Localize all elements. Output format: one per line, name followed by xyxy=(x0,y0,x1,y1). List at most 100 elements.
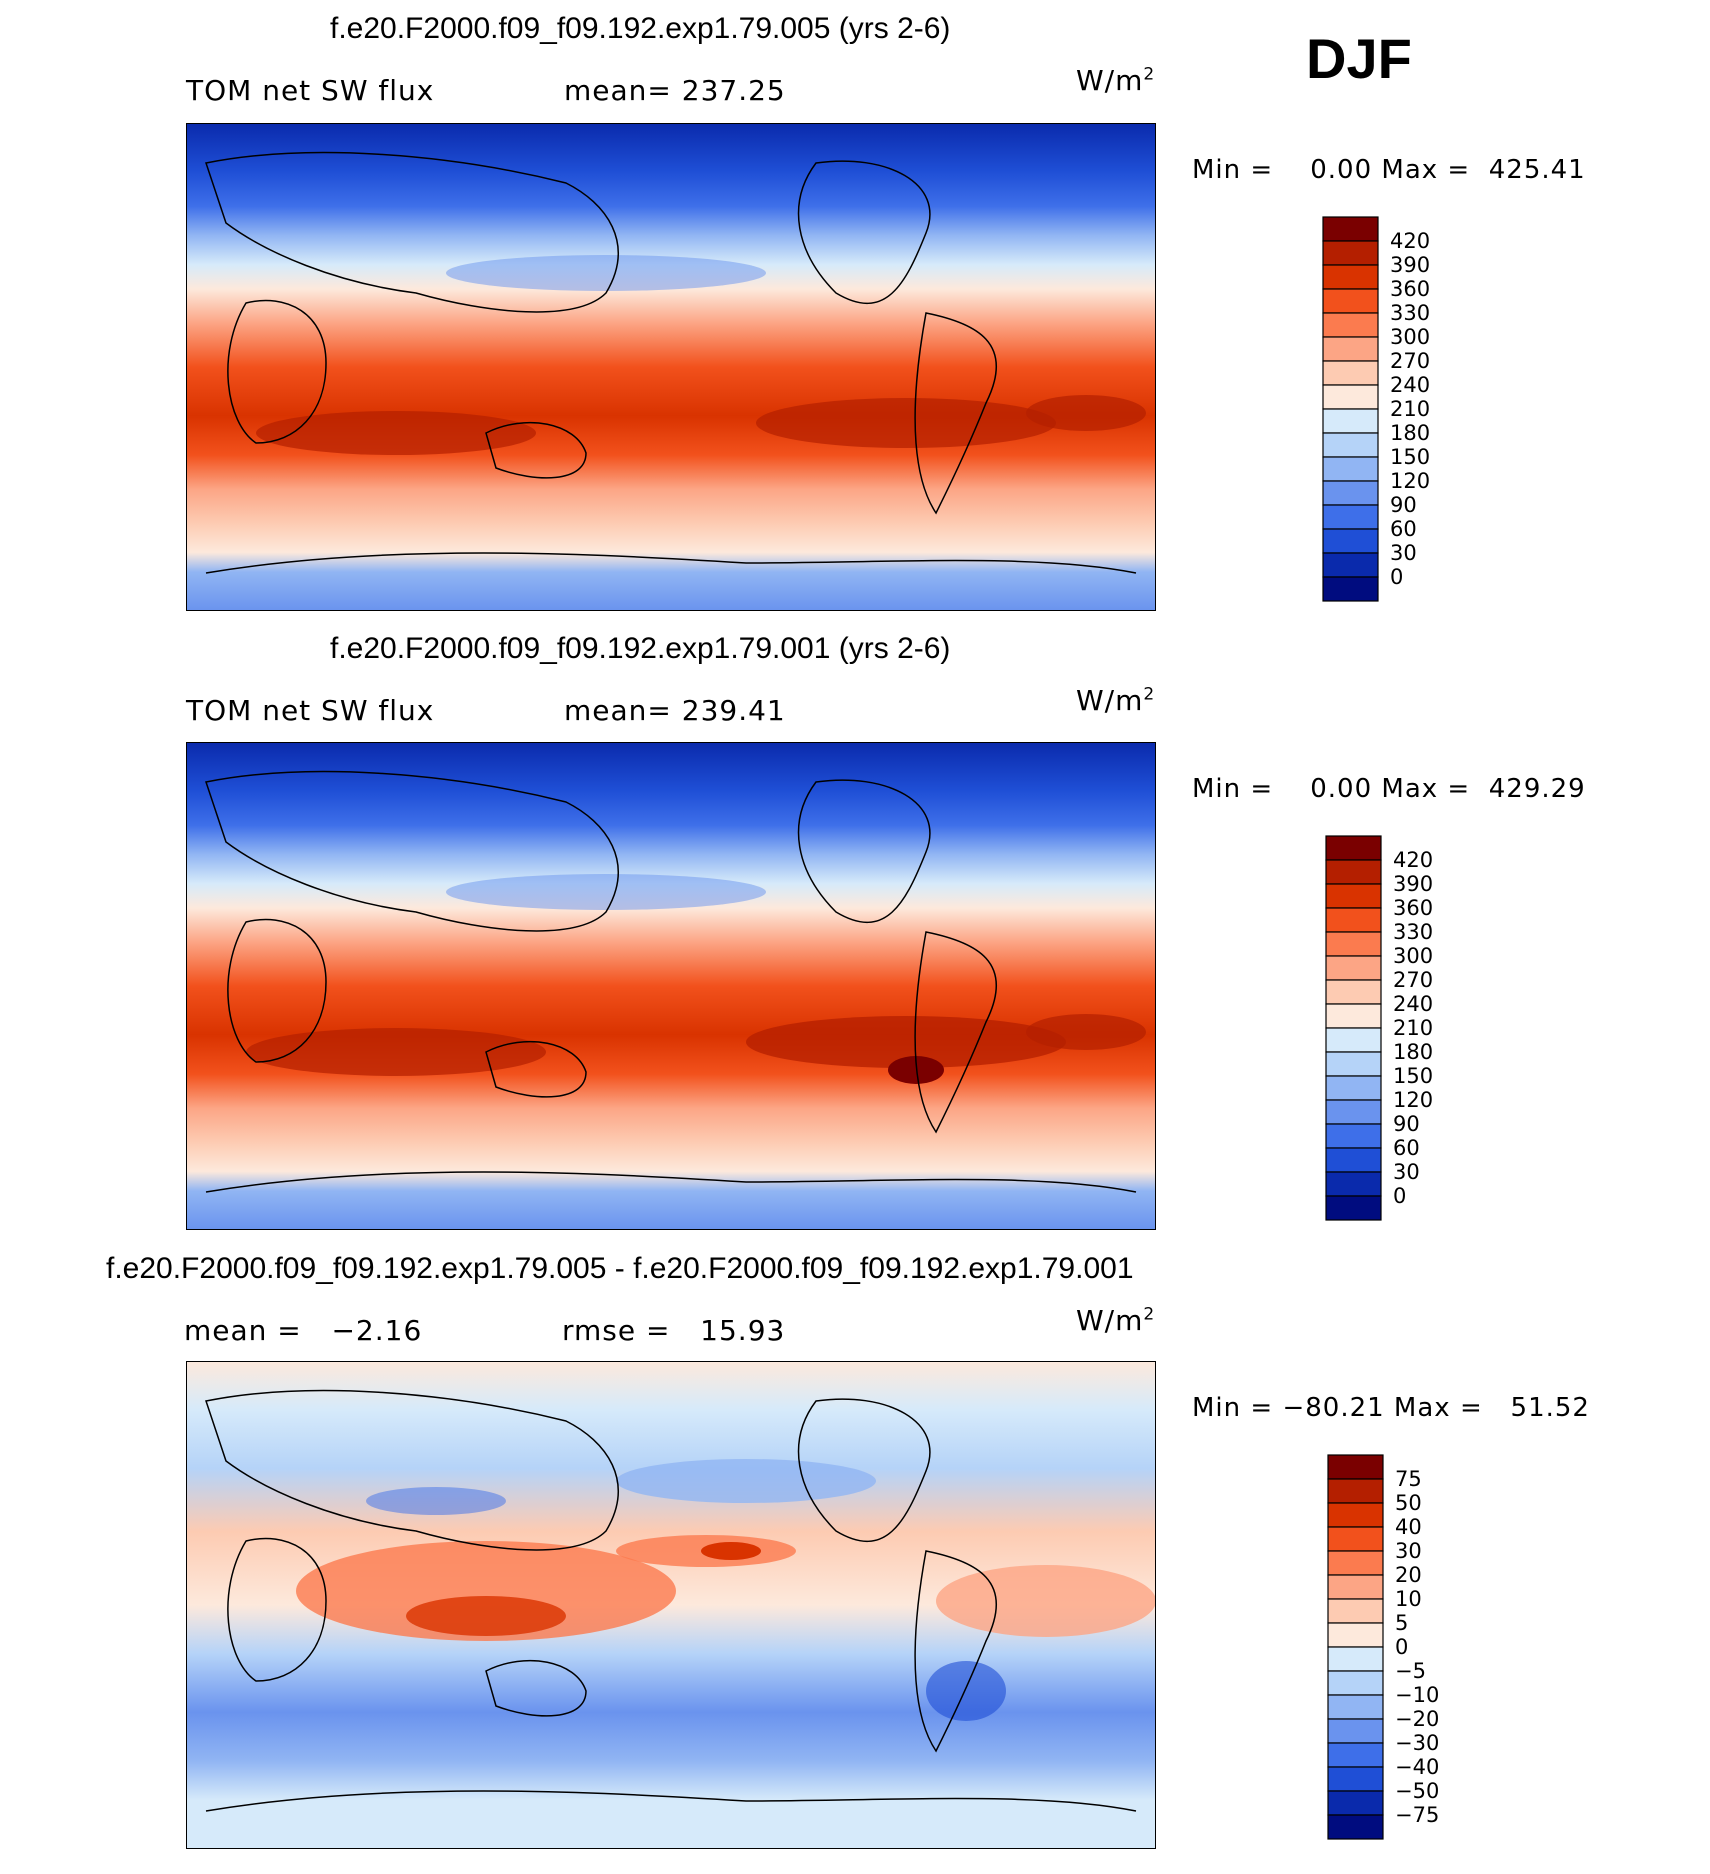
colorbar-1-box-15 xyxy=(1322,576,1379,602)
colorbar-1-box-12 xyxy=(1322,504,1379,530)
colorbar-2-box-15 xyxy=(1325,1195,1382,1221)
colorbar-2-box-5 xyxy=(1325,955,1382,981)
colorbar-2-box-14 xyxy=(1325,1171,1382,1197)
colorbar-2-box-10 xyxy=(1325,1075,1382,1101)
panel-3-units: W/m2 xyxy=(1076,1304,1156,1337)
colorbar-3-tick-label: −10 xyxy=(1395,1683,1439,1707)
colorbar-2-box-7 xyxy=(1325,1003,1382,1029)
colorbar-1-tick-label: 90 xyxy=(1390,493,1417,517)
colorbar-2-box-1 xyxy=(1325,859,1382,885)
season-label: DJF xyxy=(1306,27,1412,90)
colorbar-1-box-2 xyxy=(1322,264,1379,290)
colorbar-3-tick-label: −50 xyxy=(1395,1779,1439,1803)
colorbar-2-tick-label: 330 xyxy=(1393,920,1433,944)
colorbar-3-tick-label: 0 xyxy=(1395,1635,1408,1659)
colorbar-2-tick-label: 90 xyxy=(1393,1112,1420,1136)
colorbar-3-box-11 xyxy=(1327,1718,1384,1744)
colorbar-1-box-7 xyxy=(1322,384,1379,410)
colorbar-1-box-14 xyxy=(1322,552,1379,578)
colorbar-2-tick-label: 30 xyxy=(1393,1160,1420,1184)
colorbar-2-tick-label: 0 xyxy=(1393,1184,1406,1208)
panel-3-minmax: Min = −80.21 Max = 51.52 xyxy=(1192,1393,1590,1423)
colorbar-1-tick-label: 0 xyxy=(1390,565,1403,589)
colorbar-1-box-13 xyxy=(1322,528,1379,554)
colorbar-1-tick-label: 180 xyxy=(1390,421,1430,445)
panel-1-title: f.e20.F2000.f09_f09.192.exp1.79.005 (yrs… xyxy=(330,12,951,45)
colorbar-3-box-4 xyxy=(1327,1550,1384,1576)
panel-1-minmax: Min = 0.00 Max = 425.41 xyxy=(1192,155,1586,185)
colorbar-2-tick-label: 360 xyxy=(1393,896,1433,920)
panel-2-minmax: Min = 0.00 Max = 429.29 xyxy=(1192,774,1586,804)
colorbar-3-tick-label: 40 xyxy=(1395,1515,1422,1539)
colorbar-3-box-12 xyxy=(1327,1742,1384,1768)
colorbar-1-tick-label: 150 xyxy=(1390,445,1430,469)
colorbar-3-box-2 xyxy=(1327,1502,1384,1528)
colorbar-1-box-8 xyxy=(1322,408,1379,434)
panel-1-variable: TOM net SW flux xyxy=(186,74,435,107)
colorbar-1-box-3 xyxy=(1322,288,1379,314)
colorbar-3-box-5 xyxy=(1327,1574,1384,1600)
colorbar-2-box-3 xyxy=(1325,907,1382,933)
colorbar-3-box-0 xyxy=(1327,1454,1384,1480)
colorbar-2-box-6 xyxy=(1325,979,1382,1005)
colorbar-2-box-2 xyxy=(1325,883,1382,909)
colorbar-2-box-0 xyxy=(1325,835,1382,861)
panel-2-units: W/m2 xyxy=(1076,684,1156,717)
colorbar-3-box-13 xyxy=(1327,1766,1384,1792)
colorbar-1-box-11 xyxy=(1322,480,1379,506)
colorbar-2-tick-label: 60 xyxy=(1393,1136,1420,1160)
colorbar-2-box-9 xyxy=(1325,1051,1382,1077)
colorbar-3-box-9 xyxy=(1327,1670,1384,1696)
colorbar-3-tick-label: 5 xyxy=(1395,1611,1408,1635)
colorbar-1-tick-label: 60 xyxy=(1390,517,1417,541)
colorbar-1-tick-label: 360 xyxy=(1390,277,1430,301)
colorbar-1-tick-label: 240 xyxy=(1390,373,1430,397)
colorbar-1-box-9 xyxy=(1322,432,1379,458)
colorbar-3-tick-label: −5 xyxy=(1395,1659,1426,1683)
colorbar-2-tick-label: 390 xyxy=(1393,872,1433,896)
panel-3-title: f.e20.F2000.f09_f09.192.exp1.79.005 - f.… xyxy=(106,1252,1134,1285)
colorbar-3-tick-label: 50 xyxy=(1395,1491,1422,1515)
colorbar-1-tick-label: 210 xyxy=(1390,397,1430,421)
colorbar-2-box-8 xyxy=(1325,1027,1382,1053)
colorbar-1-box-1 xyxy=(1322,240,1379,266)
colorbar-2-tick-label: 120 xyxy=(1393,1088,1433,1112)
panel-3-map xyxy=(186,1361,1156,1849)
panel-2-title: f.e20.F2000.f09_f09.192.exp1.79.001 (yrs… xyxy=(330,632,951,665)
colorbar-3-box-10 xyxy=(1327,1694,1384,1720)
colorbar-3-tick-label: 10 xyxy=(1395,1587,1422,1611)
colorbar-2-box-11 xyxy=(1325,1099,1382,1125)
colorbar-3-tick-label: −30 xyxy=(1395,1731,1439,1755)
colorbar-3-tick-label: 75 xyxy=(1395,1467,1422,1491)
colorbar-2-box-4 xyxy=(1325,931,1382,957)
colorbar-3-box-15 xyxy=(1327,1814,1384,1840)
colorbar-3-tick-label: 30 xyxy=(1395,1539,1422,1563)
colorbar-3-box-14 xyxy=(1327,1790,1384,1816)
panel-2-map xyxy=(186,742,1156,1230)
colorbar-1-tick-label: 330 xyxy=(1390,301,1430,325)
colorbar-1-tick-label: 120 xyxy=(1390,469,1430,493)
colorbar-1-tick-label: 420 xyxy=(1390,229,1430,253)
panel-2-variable: TOM net SW flux xyxy=(186,694,435,727)
colorbar-1-box-5 xyxy=(1322,336,1379,362)
colorbar-3-tick-label: −75 xyxy=(1395,1803,1439,1827)
colorbar-3-box-3 xyxy=(1327,1526,1384,1552)
panel-2-mean: mean= 239.41 xyxy=(564,694,786,727)
colorbar-1-tick-label: 270 xyxy=(1390,349,1430,373)
colorbar-2-box-12 xyxy=(1325,1123,1382,1149)
colorbar-3-box-6 xyxy=(1327,1598,1384,1624)
colorbar-2-tick-label: 420 xyxy=(1393,848,1433,872)
colorbar-1-box-4 xyxy=(1322,312,1379,338)
colorbar-1-box-0 xyxy=(1322,216,1379,242)
colorbar-2-tick-label: 180 xyxy=(1393,1040,1433,1064)
panel-1-units: W/m2 xyxy=(1076,64,1156,97)
colorbar-3-box-1 xyxy=(1327,1478,1384,1504)
colorbar-2-tick-label: 270 xyxy=(1393,968,1433,992)
panel-3-mean: mean = −2.16 xyxy=(184,1314,423,1347)
panel-1-map xyxy=(186,123,1156,611)
colorbar-2-box-13 xyxy=(1325,1147,1382,1173)
colorbar-2-tick-label: 210 xyxy=(1393,1016,1433,1040)
